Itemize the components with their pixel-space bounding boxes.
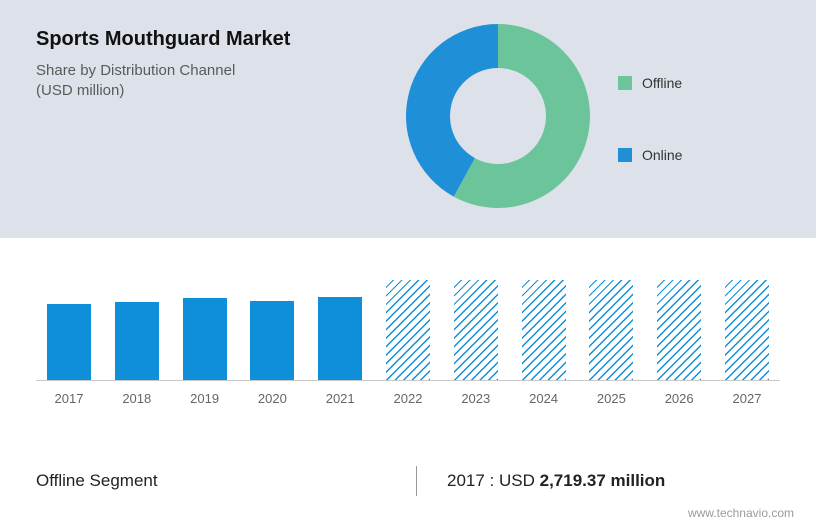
bar xyxy=(522,280,566,380)
x-label: 2023 xyxy=(447,391,505,406)
x-label: 2020 xyxy=(243,391,301,406)
x-label: 2024 xyxy=(515,391,573,406)
bar xyxy=(454,280,498,380)
segment-label: Offline Segment xyxy=(36,471,416,491)
x-label: 2017 xyxy=(40,391,98,406)
x-label: 2026 xyxy=(650,391,708,406)
value-line: 2017 : USD 2,719.37 million xyxy=(447,471,665,491)
bar xyxy=(183,298,227,380)
footer-url: www.technavio.com xyxy=(688,506,794,520)
bar-chart xyxy=(36,261,780,381)
x-label: 2025 xyxy=(582,391,640,406)
top-panel: Sports Mouthguard Market Share by Distri… xyxy=(0,0,816,238)
bar-col xyxy=(718,280,776,380)
bar-col xyxy=(108,302,166,380)
x-axis-labels: 2017 2018 2019 2020 2021 2022 2023 2024 2025 2026… xyxy=(36,381,780,406)
bar-col xyxy=(582,280,640,380)
bar xyxy=(725,280,769,380)
title-block: Sports Mouthguard Market Share by Distri… xyxy=(0,0,360,238)
bar-col xyxy=(176,298,234,380)
swatch-offline xyxy=(618,76,632,90)
x-label: 2027 xyxy=(718,391,776,406)
bar-panel: 2017 2018 2019 2020 2021 2022 2023 2024 2025 2026… xyxy=(0,238,816,448)
swatch-online xyxy=(618,148,632,162)
bar xyxy=(589,280,633,380)
page-title: Sports Mouthguard Market xyxy=(36,28,360,51)
x-label: 2022 xyxy=(379,391,437,406)
x-label: 2019 xyxy=(176,391,234,406)
bar xyxy=(318,297,362,380)
donut-svg xyxy=(400,18,596,214)
bar-col xyxy=(447,280,505,380)
value-year: 2017 xyxy=(447,471,485,490)
bar-col xyxy=(379,280,437,380)
bar-col xyxy=(311,297,369,380)
subtitle: Share by Distribution Channel (USD milli… xyxy=(36,61,360,102)
value-prefix: : USD xyxy=(485,471,540,490)
legend-label-offline: Offline xyxy=(642,75,682,91)
subtitle-line2: (USD million) xyxy=(36,82,124,99)
x-label: 2021 xyxy=(311,391,369,406)
divider xyxy=(416,466,417,496)
bar-col xyxy=(243,301,301,380)
legend: Offline Online xyxy=(618,0,682,238)
value-amount: 2,719.37 million xyxy=(540,471,666,490)
legend-item-offline: Offline xyxy=(618,75,682,91)
bar xyxy=(250,301,294,380)
donut-chart xyxy=(400,18,596,219)
bar-col xyxy=(40,304,98,380)
legend-label-online: Online xyxy=(642,147,682,163)
bar-col xyxy=(650,280,708,380)
x-label: 2018 xyxy=(108,391,166,406)
subtitle-line1: Share by Distribution Channel xyxy=(36,62,235,79)
bar xyxy=(657,280,701,380)
bottom-row: Offline Segment 2017 : USD 2,719.37 mill… xyxy=(0,448,816,496)
bar xyxy=(47,304,91,380)
bar-col xyxy=(515,280,573,380)
bar xyxy=(386,280,430,380)
bar xyxy=(115,302,159,380)
legend-item-online: Online xyxy=(618,147,682,163)
